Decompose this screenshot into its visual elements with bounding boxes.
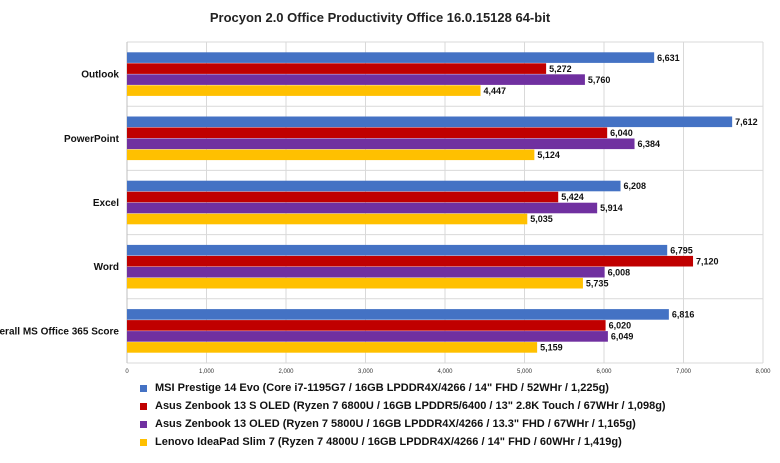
legend-item: Asus Zenbook 13 OLED (Ryzen 7 5800U / 16… <box>140 415 666 433</box>
bar <box>127 309 669 320</box>
data-label: 4,447 <box>484 86 507 96</box>
x-axis-ticks: 0 1,000 2,000 3,000 4,000 5,000 6,000 7,000 8,00… <box>125 369 771 375</box>
data-label: 5,124 <box>537 150 560 160</box>
data-label: 5,035 <box>530 214 553 224</box>
data-label: 5,735 <box>586 278 609 288</box>
data-label: 5,424 <box>561 192 584 202</box>
x-tick-label: 2,000 <box>278 369 294 375</box>
bar <box>127 277 583 289</box>
data-label: 6,816 <box>672 310 695 320</box>
bar <box>127 74 585 85</box>
bar <box>127 138 635 150</box>
legend-swatch <box>140 438 147 446</box>
category-label: Overall MS Office 365 Score <box>0 326 119 337</box>
bar <box>127 149 535 161</box>
data-label: 6,631 <box>657 53 680 63</box>
data-label: 5,914 <box>600 203 623 213</box>
bar <box>127 127 608 139</box>
x-tick-label: 0 <box>125 369 129 375</box>
category-labels: Outlook PowerPoint Excel Word Overall MS Off… <box>0 70 120 338</box>
data-label: 6,384 <box>638 139 661 149</box>
data-label: 7,120 <box>696 256 719 266</box>
bar <box>127 191 559 203</box>
legend-item: MSI Prestige 14 Evo (Core i7-1195G7 / 16… <box>140 379 666 397</box>
bar <box>127 266 605 278</box>
data-label: 6,208 <box>624 181 647 191</box>
legend-swatch <box>140 384 147 392</box>
bar <box>127 202 598 214</box>
legend-swatch <box>140 402 147 410</box>
x-tick-label: 5,000 <box>517 369 533 375</box>
x-tick-label: 4,000 <box>437 369 453 375</box>
legend-label: Asus Zenbook 13 S OLED (Ryzen 7 6800U / … <box>155 400 666 412</box>
bar <box>127 255 694 267</box>
x-tick-label: 6,000 <box>596 369 612 375</box>
bar <box>127 180 621 192</box>
x-tick-label: 8,000 <box>755 369 771 375</box>
category-label: Word <box>94 262 119 273</box>
category-label: Excel <box>93 198 119 209</box>
bar <box>127 85 481 96</box>
x-tick-label: 1,000 <box>199 369 215 375</box>
bar <box>127 342 538 353</box>
legend-item: Asus Zenbook 13 S OLED (Ryzen 7 6800U / … <box>140 397 666 415</box>
legend-label: Lenovo IdeaPad Slim 7 (Ryzen 7 4800U / 1… <box>155 436 622 448</box>
x-tick-label: 7,000 <box>676 369 692 375</box>
bar <box>127 63 547 74</box>
bar <box>127 244 668 256</box>
legend-item: Lenovo IdeaPad Slim 7 (Ryzen 7 4800U / 1… <box>140 433 666 451</box>
category-label: Outlook <box>81 70 119 81</box>
data-label: 6,020 <box>609 321 632 331</box>
legend-swatch <box>140 420 147 428</box>
data-label: 5,272 <box>549 64 572 74</box>
bar <box>127 213 528 225</box>
data-label: 6,049 <box>611 332 634 342</box>
chart-title: Procyon 2.0 Office Productivity Office 1… <box>210 10 551 25</box>
data-label: 6,795 <box>670 245 693 255</box>
bars <box>127 52 733 353</box>
bar <box>127 116 733 128</box>
x-tick-label: 3,000 <box>358 369 374 375</box>
data-label: 7,612 <box>735 117 758 127</box>
legend-label: MSI Prestige 14 Evo (Core i7-1195G7 / 16… <box>155 382 609 394</box>
legend: MSI Prestige 14 Evo (Core i7-1195G7 / 16… <box>140 379 666 451</box>
data-label: 5,159 <box>540 343 563 353</box>
bar <box>127 52 655 63</box>
data-label: 5,760 <box>588 75 611 85</box>
data-label: 6,040 <box>610 128 633 138</box>
bar <box>127 320 606 331</box>
bar <box>127 331 608 342</box>
legend-label: Asus Zenbook 13 OLED (Ryzen 7 5800U / 16… <box>155 418 636 430</box>
data-label: 6,008 <box>608 267 631 277</box>
data-labels: 6,631 5,272 5,760 4,447 7,612 6,040 6,384 5,124… <box>484 53 758 353</box>
category-label: PowerPoint <box>64 134 120 145</box>
